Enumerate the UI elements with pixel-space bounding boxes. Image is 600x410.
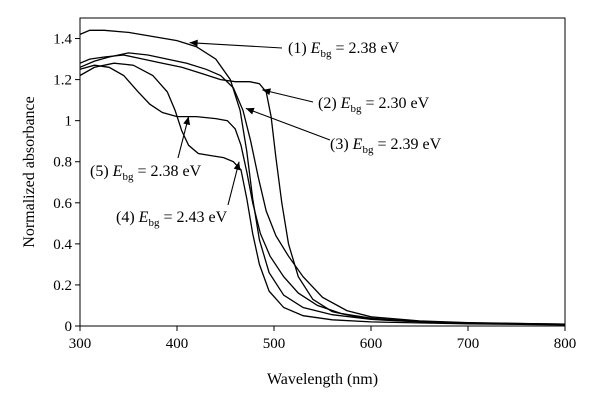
annotation-variable: E [112, 163, 123, 180]
y-tick-label: 1 [65, 114, 73, 130]
x-axis-ticks: 300 400 500 600 700 800 [69, 326, 577, 352]
x-axis-title: Wavelength (nm) [267, 371, 378, 388]
annotation-value: = 2.38 eV [331, 40, 399, 57]
annotation-prefix: (3) [330, 136, 353, 153]
x-tick-label: 700 [457, 336, 480, 352]
annotation-1-label: (1) Ebg = 2.38 eV [288, 40, 400, 60]
series-5-line [79, 64, 566, 326]
annotation-4-arrowhead [233, 161, 241, 171]
annotation-variable: E [352, 136, 363, 153]
x-tick-label: 500 [263, 336, 286, 352]
y-tick-label: 0.2 [53, 278, 72, 294]
plot-frame [79, 17, 566, 327]
annotation-value: = 2.43 eV [159, 209, 227, 226]
y-tick-label: 1.4 [53, 32, 72, 48]
annotation-subscript: bg [350, 103, 362, 115]
annotation-value: = 2.38 eV [133, 163, 201, 180]
annotation-prefix: (1) [288, 40, 311, 57]
annotation-3-arrowhead [245, 107, 255, 115]
annotation-2-label: (2) Ebg = 2.30 eV [318, 95, 430, 115]
annotation-5-label: (5) Ebg = 2.38 eV [90, 163, 202, 183]
y-tick-label: 0.8 [53, 155, 72, 171]
y-axis-ticks: 0 0.2 0.4 0.6 0.8 1 1.2 1.4 [53, 32, 80, 335]
y-axis-title: Normalized absorbance [21, 96, 38, 247]
annotation-prefix: (2) [318, 95, 341, 112]
annotation-variable: E [138, 209, 149, 226]
y-tick-label: 0.6 [53, 196, 72, 212]
annotation-5-arrowhead [183, 116, 191, 126]
annotation-prefix: (4) [116, 209, 139, 226]
annotation-subscript: bg [148, 217, 160, 229]
annotation-3-arrow [245, 107, 331, 141]
annotation-prefix: (5) [90, 163, 113, 180]
annotation-subscript: bg [122, 171, 134, 183]
annotation-1-arrowhead [189, 39, 198, 47]
x-tick-label: 300 [69, 336, 92, 352]
y-tick-label: 0.4 [53, 237, 72, 253]
annotation-1-arrow [189, 42, 283, 49]
annotation-value: = 2.39 eV [373, 136, 441, 153]
x-tick-label: 400 [166, 336, 189, 352]
annotation-variable: E [310, 40, 321, 57]
annotation-variable: E [340, 95, 351, 112]
x-tick-label: 800 [554, 336, 577, 352]
annotation-3-label: (3) Ebg = 2.39 eV [330, 136, 442, 156]
annotation-subscript: bg [362, 144, 374, 156]
annotation-2-arrow [262, 89, 314, 103]
series-layer [79, 29, 566, 326]
y-tick-label: 1.2 [53, 73, 72, 89]
axes [79, 17, 566, 327]
annotation-value: = 2.30 eV [361, 95, 429, 112]
series-3-line [79, 52, 566, 325]
annotation-layer: (1) Ebg = 2.38 eV (2) Ebg = 2.30 eV (3) Eb… [90, 39, 442, 229]
annotation-2-arrowhead [262, 88, 271, 96]
series-4-line [79, 62, 566, 326]
annotation-subscript: bg [320, 48, 332, 60]
annotation-4-label: (4) Ebg = 2.43 eV [116, 209, 228, 229]
x-tick-label: 600 [360, 336, 383, 352]
y-tick-label: 0 [65, 319, 73, 335]
